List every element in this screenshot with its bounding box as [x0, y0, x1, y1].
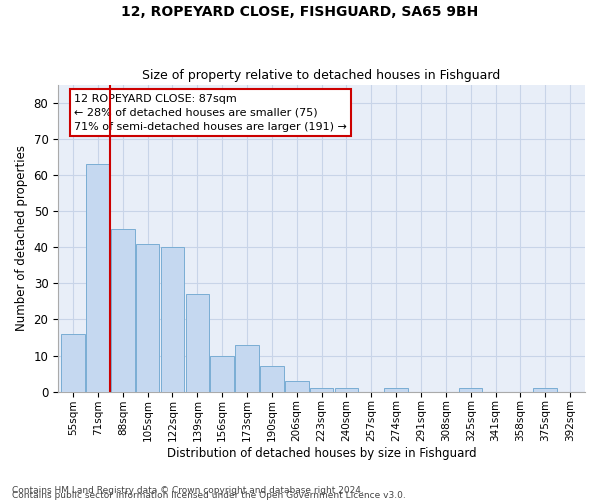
- Bar: [533, 388, 557, 392]
- Bar: [111, 229, 134, 392]
- Bar: [335, 388, 358, 392]
- Y-axis label: Number of detached properties: Number of detached properties: [15, 145, 28, 331]
- Bar: [61, 334, 85, 392]
- Bar: [235, 344, 259, 392]
- Bar: [285, 381, 308, 392]
- Bar: [459, 388, 482, 392]
- Bar: [86, 164, 110, 392]
- X-axis label: Distribution of detached houses by size in Fishguard: Distribution of detached houses by size …: [167, 447, 476, 460]
- Bar: [136, 244, 160, 392]
- Title: Size of property relative to detached houses in Fishguard: Size of property relative to detached ho…: [142, 69, 501, 82]
- Bar: [185, 294, 209, 392]
- Bar: [161, 247, 184, 392]
- Text: 12, ROPEYARD CLOSE, FISHGUARD, SA65 9BH: 12, ROPEYARD CLOSE, FISHGUARD, SA65 9BH: [121, 5, 479, 19]
- Bar: [310, 388, 334, 392]
- Bar: [260, 366, 284, 392]
- Text: Contains HM Land Registry data © Crown copyright and database right 2024.: Contains HM Land Registry data © Crown c…: [12, 486, 364, 495]
- Bar: [211, 356, 234, 392]
- Bar: [385, 388, 408, 392]
- Text: Contains public sector information licensed under the Open Government Licence v3: Contains public sector information licen…: [12, 491, 406, 500]
- Text: 12 ROPEYARD CLOSE: 87sqm
← 28% of detached houses are smaller (75)
71% of semi-d: 12 ROPEYARD CLOSE: 87sqm ← 28% of detach…: [74, 94, 347, 132]
